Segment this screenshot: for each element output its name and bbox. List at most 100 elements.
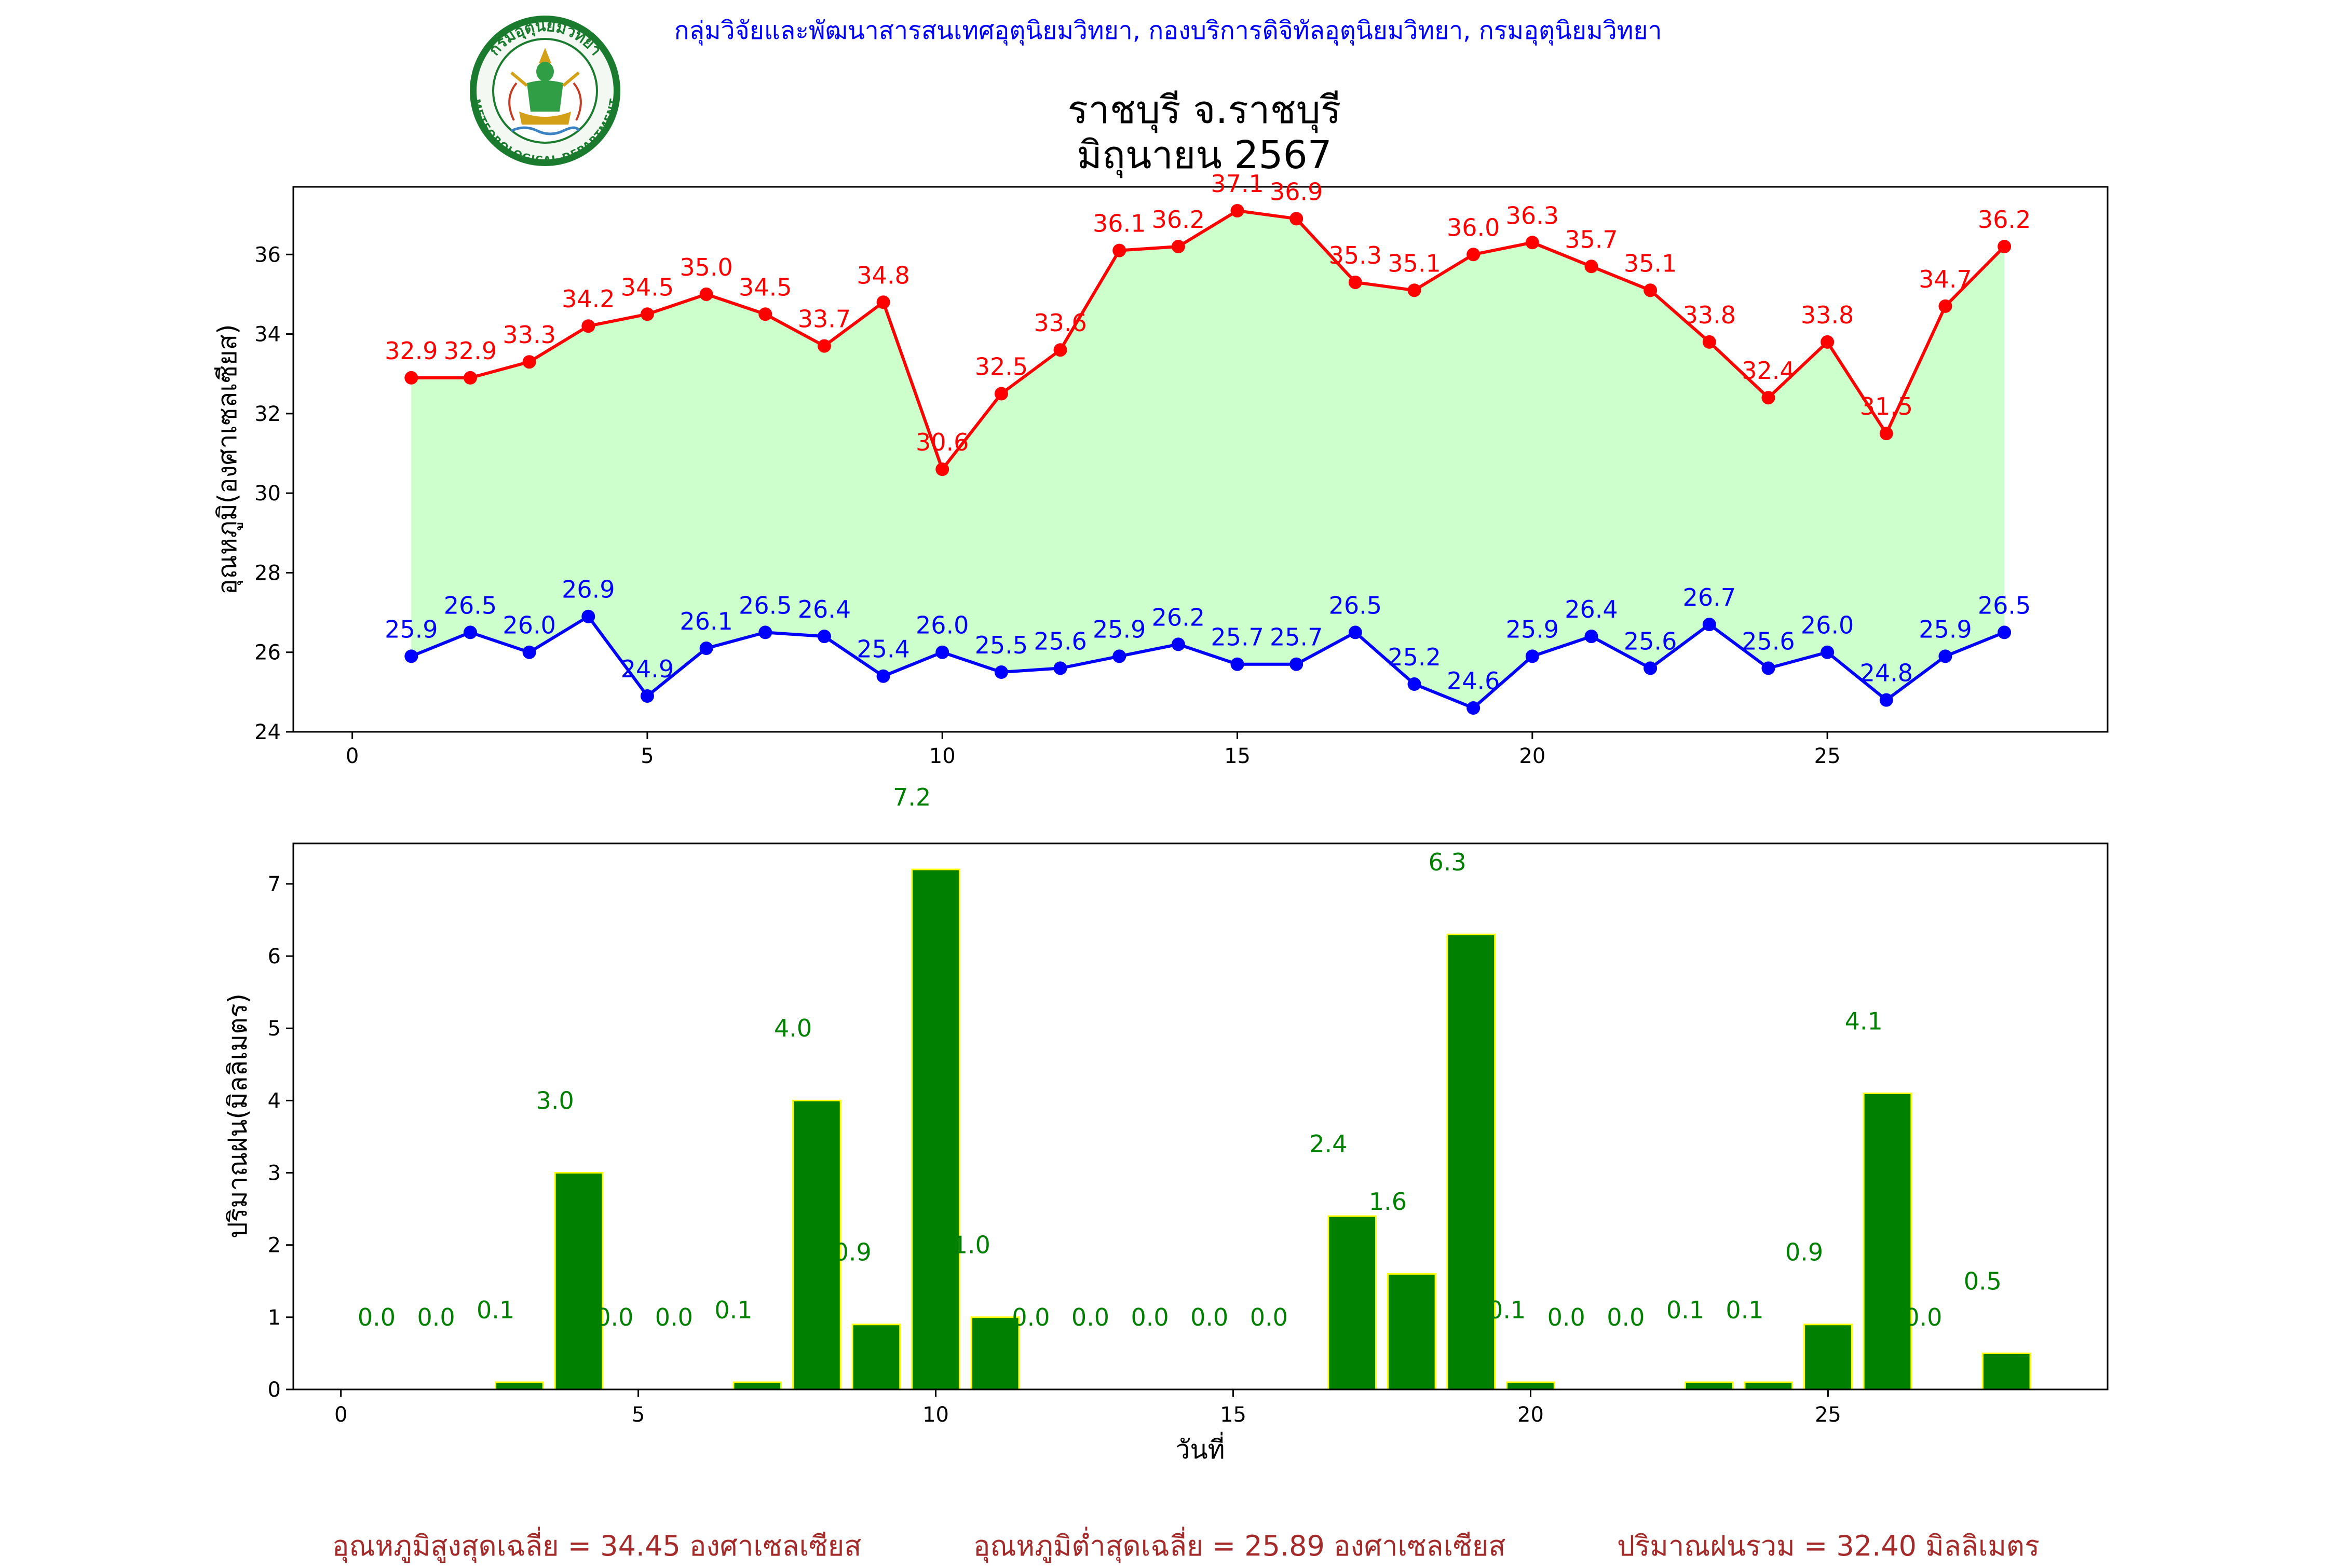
rain-bar xyxy=(732,1381,782,1390)
rain-value-label: 0.1 xyxy=(1726,1296,1763,1324)
rain-bar xyxy=(1981,1352,2031,1390)
min-temp-value-label: 25.5 xyxy=(975,631,1028,659)
temperature-chart: อุณหภูมิ(องศาเซลเซียส) 0 5 10 15 20 25 24 26 28 3… xyxy=(212,170,2109,768)
max-temp-value-label: 31.5 xyxy=(1860,392,1913,420)
max-temp-point xyxy=(1644,283,1658,297)
max-temp-point xyxy=(1761,391,1775,405)
max-temp-point xyxy=(581,319,595,333)
rain-value-label: 7.2 xyxy=(893,783,931,811)
rain-value-label: 0.9 xyxy=(1785,1238,1823,1266)
min-temp-value-label: 26.0 xyxy=(1801,611,1854,639)
x-tick-label: 10 xyxy=(929,744,956,768)
temperature-range-fill xyxy=(411,211,2005,708)
rain-bar xyxy=(1327,1215,1377,1390)
temperature-plot-frame xyxy=(292,186,2109,733)
max-temp-value-label: 34.2 xyxy=(562,285,615,313)
min-temp-point xyxy=(1289,657,1303,671)
min-temp-point xyxy=(1466,701,1481,715)
min-temp-point xyxy=(1879,693,1893,707)
max-temp-point xyxy=(1584,260,1598,274)
rain-value-label: 0.0 xyxy=(1547,1303,1585,1331)
min-temp-value-label: 26.5 xyxy=(1978,591,2031,619)
x-tick-label: 5 xyxy=(641,744,654,768)
max-temp-value-label: 32.4 xyxy=(1742,357,1795,385)
max-temp-value-label: 36.0 xyxy=(1447,213,1500,241)
y-tick-label: 26 xyxy=(254,641,281,665)
min-temp-value-label: 24.8 xyxy=(1860,659,1913,687)
x-tick-label: 15 xyxy=(1220,1403,1246,1427)
rainfall-y-axis-label: ปริมาณฝน(มิลลิเมตร) xyxy=(223,993,253,1238)
max-temp-point xyxy=(876,295,890,309)
chart-title-line2: มิถุนายน 2567 xyxy=(1077,133,1332,179)
min-temp-value-label: 26.2 xyxy=(1152,603,1205,631)
y-tick-label: 2 xyxy=(268,1234,281,1258)
y-tick-label: 28 xyxy=(254,561,281,585)
rain-value-label: 0.9 xyxy=(834,1238,872,1266)
max-temp-line xyxy=(411,209,2006,473)
y-tick-label: 1 xyxy=(268,1306,281,1330)
rain-bar xyxy=(1506,1381,1555,1390)
min-temp-value-label: 25.6 xyxy=(1624,627,1677,655)
y-tick-label: 36 xyxy=(254,243,281,267)
y-tick-label: 24 xyxy=(254,720,281,744)
y-tick-label: 4 xyxy=(268,1089,281,1113)
max-temp-value-label: 33.7 xyxy=(798,305,851,333)
rain-value-label: 0.0 xyxy=(1071,1303,1109,1331)
min-temp-point xyxy=(640,689,654,703)
x-tick-label: 15 xyxy=(1224,744,1251,768)
y-tick-label: 6 xyxy=(268,945,281,969)
rain-value-label: 0.1 xyxy=(714,1296,752,1324)
min-temp-value-label: 25.9 xyxy=(1919,615,1972,643)
min-temp-point xyxy=(522,645,536,659)
min-temp-value-label: 26.0 xyxy=(502,611,555,639)
max-temp-point xyxy=(1407,283,1421,297)
rain-bar xyxy=(1446,933,1496,1390)
max-temp-value-label: 34.5 xyxy=(621,273,674,301)
max-temp-point xyxy=(1289,212,1303,226)
rain-value-label: 0.0 xyxy=(655,1303,693,1331)
max-temp-point xyxy=(935,462,949,476)
x-tick-label: 25 xyxy=(1815,1403,1841,1427)
max-temp-value-label: 34.8 xyxy=(857,261,909,289)
max-temp-value-label: 36.1 xyxy=(1093,210,1146,238)
rain-bar xyxy=(970,1316,1020,1390)
min-temp-value-label: 26.1 xyxy=(680,607,732,635)
agency-text: กลุ่มวิจัยและพัฒนาสารสนเทศอุตุนิยมวิทยา,… xyxy=(674,16,1662,46)
min-temp-point xyxy=(699,642,713,656)
max-temp-point xyxy=(1348,275,1362,289)
meteorological-department-logo: กรมอุตุนิยมวิทยา METEOROLOGICAL DEPARTME… xyxy=(470,16,620,166)
min-temp-point xyxy=(1702,618,1716,632)
y-tick-label: 34 xyxy=(254,323,281,347)
min-temp-point xyxy=(1171,637,1185,651)
min-temp-point xyxy=(994,665,1008,679)
rain-value-label: 4.0 xyxy=(774,1014,812,1042)
max-temp-point xyxy=(1879,427,1893,441)
rain-bar xyxy=(1744,1381,1794,1390)
max-temp-point xyxy=(1112,243,1126,257)
min-temp-value-label: 25.6 xyxy=(1742,627,1795,655)
y-tick-label: 7 xyxy=(268,872,281,896)
x-tick-label: 0 xyxy=(346,744,359,768)
max-temp-value-label: 36.3 xyxy=(1506,201,1559,229)
max-temp-point xyxy=(994,387,1008,401)
max-temp-value-label: 35.0 xyxy=(680,253,732,281)
max-temp-point xyxy=(640,307,654,321)
max-temp-point xyxy=(1171,239,1185,253)
rain-value-label: 6.3 xyxy=(1428,848,1466,876)
min-temp-value-label: 25.9 xyxy=(1093,615,1146,643)
min-temp-point xyxy=(581,609,595,623)
min-temp-value-label: 25.6 xyxy=(1034,627,1086,655)
rain-value-label: 3.0 xyxy=(536,1086,574,1114)
min-temp-value-label: 24.6 xyxy=(1447,667,1500,695)
max-temp-value-label: 35.3 xyxy=(1329,241,1382,269)
max-temp-value-label: 36.2 xyxy=(1978,206,2031,234)
rain-value-label: 2.4 xyxy=(1309,1130,1347,1158)
rain-bar xyxy=(1387,1273,1436,1390)
min-temp-value-label: 25.7 xyxy=(1211,623,1264,651)
max-temp-point xyxy=(404,371,418,385)
max-temp-value-label: 33.6 xyxy=(1034,309,1086,337)
min-temp-point xyxy=(1584,630,1598,644)
rain-bar xyxy=(792,1099,841,1390)
min-temp-point xyxy=(1525,649,1539,663)
